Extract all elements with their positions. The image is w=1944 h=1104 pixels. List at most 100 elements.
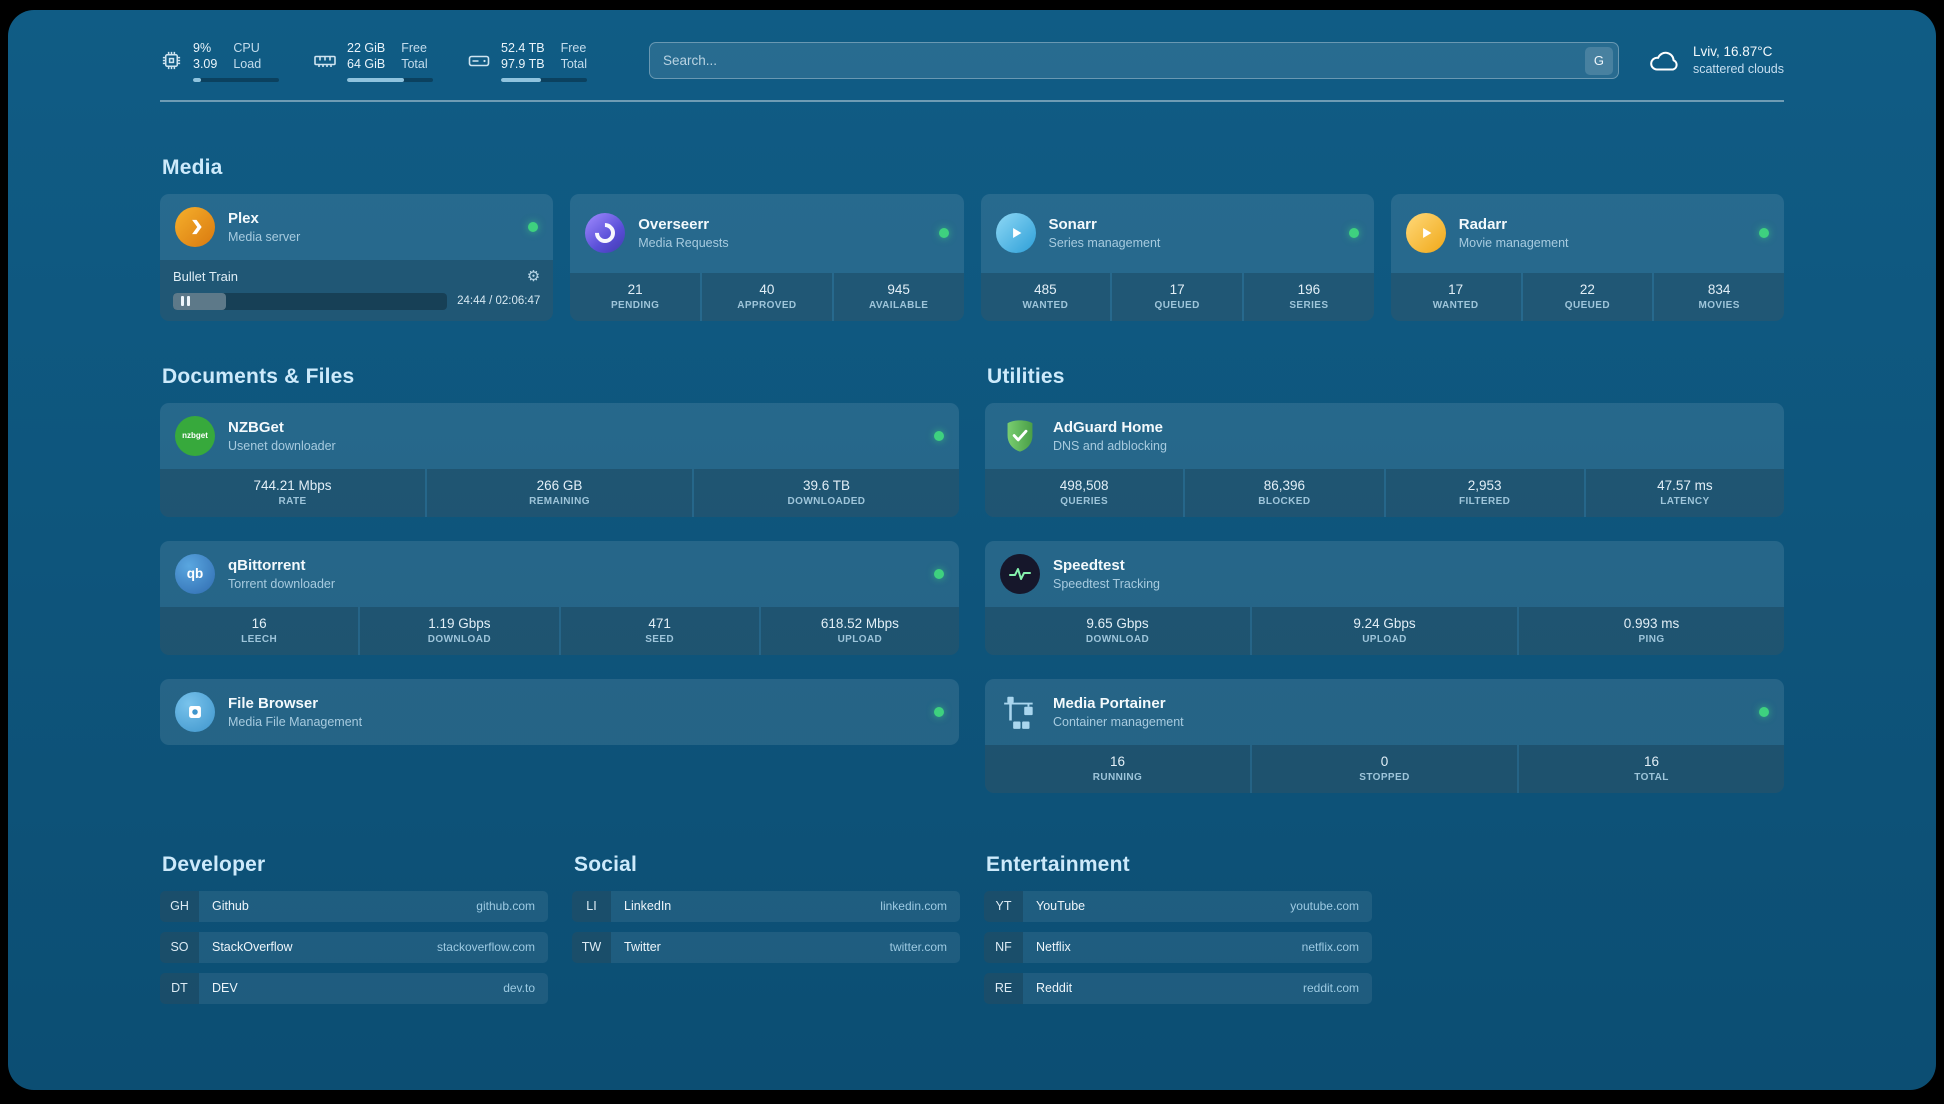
service-subtitle: Media File Management — [228, 714, 363, 729]
cpu-resource-widget: 9% 3.09 CPU Load — [160, 40, 279, 82]
service-card-nzbget[interactable]: nzbget NZBGet Usenet downloader 744.21 M… — [160, 402, 959, 517]
stat-wanted: 485 WANTED — [980, 272, 1111, 321]
service-name: Plex — [228, 209, 259, 227]
service-card-filebrowser[interactable]: File Browser Media File Management — [160, 678, 959, 745]
service-name: AdGuard Home — [1053, 418, 1164, 436]
bookmark-twitter[interactable]: TW Twitter twitter.com — [572, 931, 960, 963]
gear-icon[interactable]: ⚙ — [526, 267, 541, 285]
section-media: Media Plex Media server Bullet Train — [160, 156, 1784, 321]
service-subtitle: Container management — [1053, 714, 1184, 729]
pause-icon — [181, 296, 190, 306]
service-name: NZBGet — [228, 418, 284, 436]
bookmark-group-social: Social LI LinkedIn linkedin.com TW Twitt… — [572, 853, 960, 1004]
stat-filtered: 2,953 FILTERED — [1385, 468, 1584, 517]
bookmark-name: Github — [212, 899, 249, 913]
service-card-portainer[interactable]: Media Portainer Container management 16 … — [985, 678, 1784, 793]
status-dot — [934, 568, 944, 579]
documents-section-title: Documents & Files — [162, 364, 355, 388]
cpu-usage-value: 9% — [193, 41, 212, 55]
service-card-plex[interactable]: Plex Media server Bullet Train ⚙ — [160, 193, 554, 321]
filebrowser-icon — [175, 691, 215, 732]
plex-now-playing: Bullet Train ⚙ 24:44 / 02:06:47 — [160, 259, 554, 321]
entertainment-group-title: Entertainment — [986, 852, 1130, 876]
bookmark-github[interactable]: GH Github github.com — [160, 890, 548, 922]
bookmark-reddit[interactable]: RE Reddit reddit.com — [984, 972, 1372, 1004]
now-playing-title: Bullet Train — [173, 268, 239, 284]
cpu-usage-bar — [193, 77, 279, 82]
service-subtitle: Media server — [228, 229, 301, 244]
search-input[interactable] — [663, 53, 1585, 69]
header-divider — [160, 99, 1784, 102]
status-dot — [938, 228, 949, 238]
bookmark-group-developer: Developer GH Github github.com SO StackO… — [160, 853, 548, 1004]
service-card-speedtest[interactable]: Speedtest Speedtest Tracking 9.65 Gbps D… — [985, 540, 1784, 655]
bookmark-domain: github.com — [476, 899, 535, 913]
speedtest-icon — [1000, 553, 1040, 594]
bookmark-name: Twitter — [624, 940, 661, 954]
bookmark-linkedin[interactable]: LI LinkedIn linkedin.com — [572, 890, 960, 922]
service-name: qBittorrent — [228, 556, 306, 574]
cpu-load-label: Load — [233, 57, 262, 72]
search-provider-button[interactable]: G — [1584, 46, 1613, 75]
memory-free-value: 22 GiB — [347, 41, 386, 55]
stat-upload: 9.24 Gbps UPLOAD — [1252, 606, 1517, 655]
section-documents: Documents & Files nzbget NZBGet Usenet d… — [160, 365, 959, 745]
stat-queued: 22 QUEUED — [1522, 272, 1653, 321]
stat-wanted: 17 WANTED — [1390, 272, 1521, 321]
service-card-qbittorrent[interactable]: qb qBittorrent Torrent downloader 16 LEE… — [160, 540, 959, 655]
media-section-title: Media — [162, 155, 223, 179]
disk-total-label: Total — [560, 57, 587, 72]
media-grid: Plex Media server Bullet Train ⚙ — [160, 193, 1784, 321]
bookmark-abbr: SO — [160, 931, 199, 963]
bookmark-domain: reddit.com — [1302, 981, 1359, 995]
service-name: Radarr — [1458, 216, 1508, 233]
utilities-section-title: Utilities — [987, 364, 1065, 388]
service-card-sonarr[interactable]: Sonarr Series management 485 WANTED 17 Q… — [980, 193, 1374, 321]
service-subtitle: DNS and adblocking — [1053, 438, 1167, 453]
radarr-icon — [1405, 213, 1446, 253]
disk-free-value: 52.4 TB — [501, 41, 545, 55]
playback-time: 24:44 / 02:06:47 — [457, 295, 541, 307]
service-subtitle: Speedtest Tracking — [1053, 576, 1161, 591]
cloud-icon — [1647, 48, 1681, 74]
sonarr-icon — [995, 213, 1036, 253]
memory-total-value: 64 GiB — [347, 57, 386, 72]
stat-pending: 21 PENDING — [570, 272, 700, 321]
stat-total: 16 TOTAL — [1519, 744, 1784, 793]
status-dot — [1759, 228, 1769, 238]
bookmark-dev[interactable]: DT DEV dev.to — [160, 972, 548, 1004]
bookmark-domain: stackoverflow.com — [436, 940, 535, 954]
bookmark-domain: linkedin.com — [880, 899, 947, 913]
disk-resource-widget: 52.4 TB 97.9 TB Free Total — [467, 40, 587, 82]
bookmark-name: LinkedIn — [624, 899, 672, 913]
cpu-load-value: 3.09 — [193, 57, 218, 72]
memory-total-label: Total — [401, 57, 428, 72]
bookmark-stackoverflow[interactable]: SO StackOverflow stackoverflow.com — [160, 931, 548, 963]
bookmark-netflix[interactable]: NF Netflix netflix.com — [984, 931, 1372, 963]
stat-ping: 0.993 ms PING — [1519, 606, 1784, 655]
stat-blocked: 86,396 BLOCKED — [1185, 468, 1384, 517]
stat-movies: 834 MOVIES — [1654, 272, 1784, 321]
memory-free-label: Free — [401, 41, 427, 55]
service-card-overseerr[interactable]: Overseerr Media Requests 21 PENDING 40 A… — [570, 193, 964, 321]
stat-available: 945 AVAILABLE — [833, 272, 964, 321]
stat-upload: 618.52 Mbps UPLOAD — [760, 606, 959, 655]
bookmark-name: Reddit — [1036, 981, 1073, 995]
service-name: Overseerr — [638, 216, 710, 233]
service-name: File Browser — [228, 694, 319, 712]
search-bar: G — [649, 42, 1619, 80]
bookmark-abbr: NF — [984, 931, 1023, 963]
stat-series: 196 SERIES — [1244, 272, 1374, 321]
stat-queued: 17 QUEUED — [1112, 272, 1242, 321]
service-card-radarr[interactable]: Radarr Movie management 17 WANTED 22 QUE… — [1390, 193, 1784, 321]
bookmark-name: Netflix — [1036, 940, 1071, 954]
bookmark-youtube[interactable]: YT YouTube youtube.com — [984, 890, 1372, 922]
service-subtitle: Series management — [1048, 236, 1161, 250]
status-dot — [1348, 228, 1359, 238]
bookmark-abbr: DT — [160, 972, 199, 1004]
disk-total-value: 97.9 TB — [501, 57, 545, 72]
bookmark-name: DEV — [212, 981, 238, 995]
service-card-adguard[interactable]: AdGuard Home DNS and adblocking 498,508 … — [985, 402, 1784, 517]
stat-downloaded: 39.6 TB DOWNLOADED — [694, 468, 959, 517]
status-dot — [528, 221, 539, 232]
